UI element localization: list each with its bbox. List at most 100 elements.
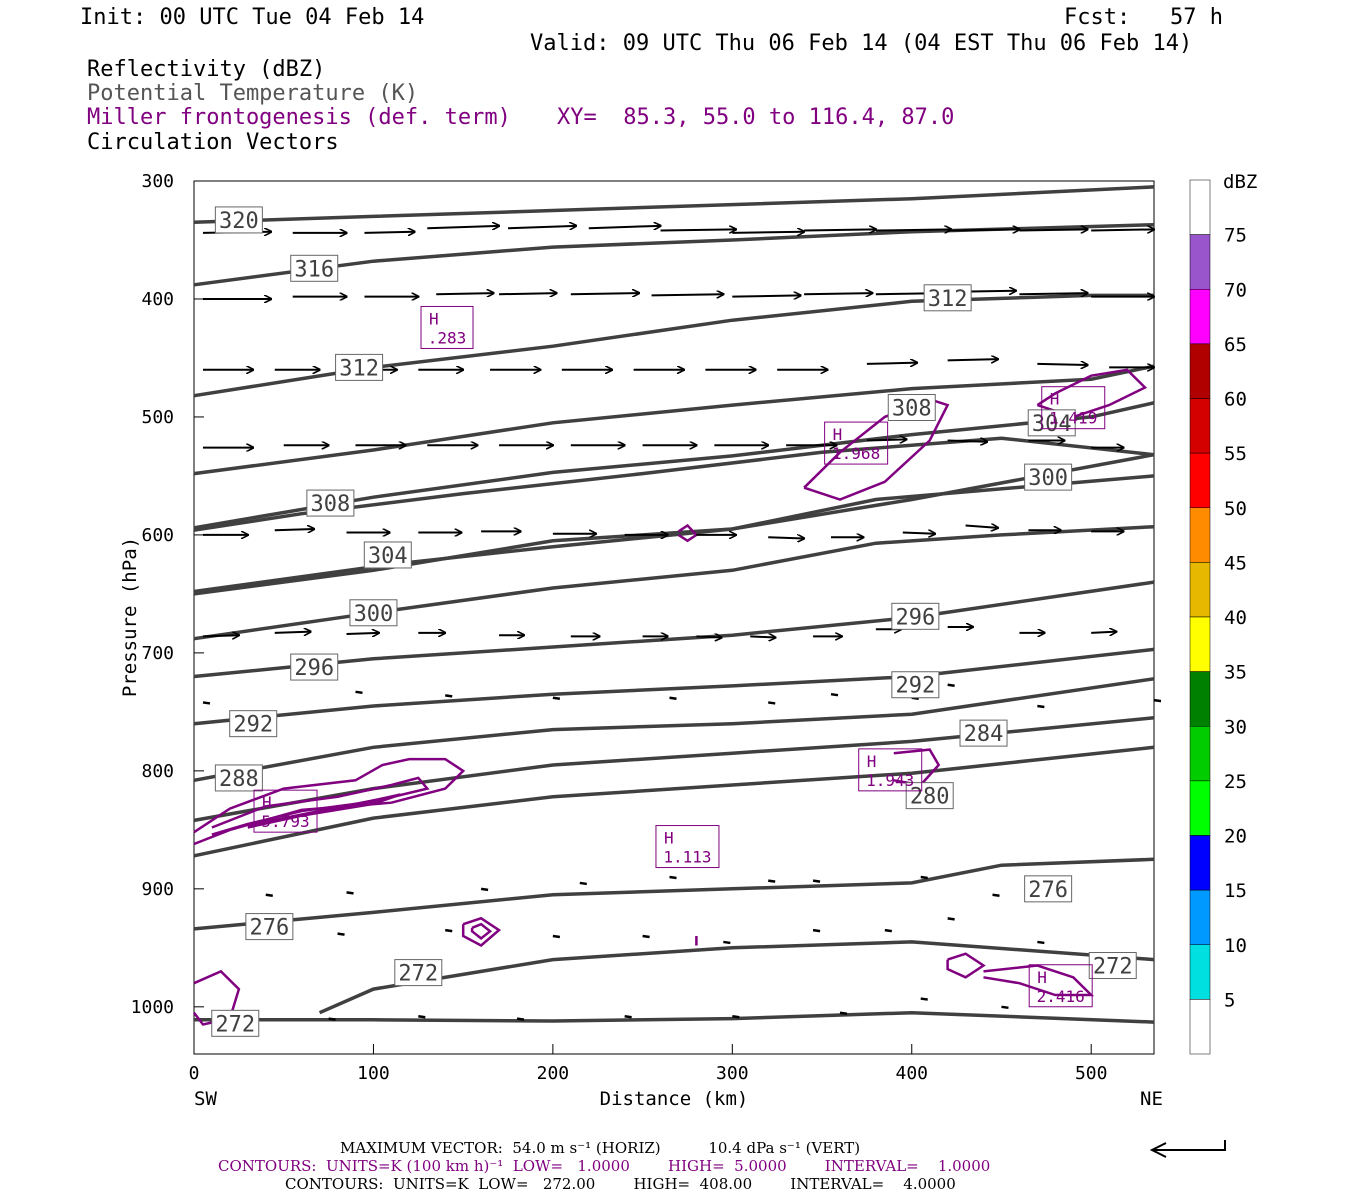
footer-front-contours: CONTOURS: UNITS=K (100 km h)⁻¹ LOW= 1.00… <box>218 1157 991 1175</box>
circulation-vector <box>651 294 724 295</box>
circulation-vector <box>364 232 414 233</box>
circulation-vector <box>660 229 736 230</box>
circulation-vector <box>355 690 363 695</box>
theta-contour-line <box>193 524 1155 641</box>
circulation-vector <box>965 525 998 527</box>
circulation-vector <box>516 1017 525 1021</box>
circulation-vector <box>1019 293 1087 294</box>
colorbar-swatch <box>1189 179 1211 235</box>
circulation-vector <box>696 636 721 637</box>
colorbar-level-label: 70 <box>1224 279 1247 301</box>
colorbar-level-label: 60 <box>1224 389 1247 411</box>
theta-contour-label: 312 <box>928 287 968 312</box>
theta-contour-label: 276 <box>1028 878 1068 903</box>
frontogenesis-contour-line <box>193 969 241 1026</box>
theta-contour-label: 300 <box>354 602 394 627</box>
frontogenesis-high-marker: H <box>833 425 843 444</box>
circulation-vector <box>875 229 951 230</box>
circulation-vector <box>947 229 1020 230</box>
circulation-vector <box>1037 364 1087 365</box>
circulation-vector <box>436 293 493 294</box>
theta-contour-label-box <box>349 599 398 627</box>
frontogenesis-high-marker: H <box>664 829 674 848</box>
plot-frame <box>193 180 1155 1055</box>
theta-contour-label: 320 <box>219 209 259 234</box>
reference-vector-head <box>1149 1142 1167 1158</box>
theta-contour-label: 276 <box>249 916 289 941</box>
circulation-vector <box>346 891 354 895</box>
theta-contour-label-box <box>290 653 339 681</box>
frontogenesis-high-marker: H <box>429 309 439 328</box>
theta-contour-label-box <box>959 719 1008 747</box>
colorbar-swatch <box>1189 452 1211 508</box>
circulation-vector <box>507 226 576 228</box>
forecast-hour: Fcst: 57 h <box>1064 5 1223 30</box>
theta-contour-label-box <box>1024 875 1073 903</box>
circulation-vector <box>669 875 677 880</box>
colorbar-level-label: 45 <box>1224 552 1247 574</box>
circulation-vector <box>579 881 587 886</box>
colorbar-level-label: 65 <box>1224 334 1247 356</box>
theta-contour-label-box <box>891 602 940 630</box>
footer-max-vector: MAXIMUM VECTOR: 54.0 m s⁻¹ (HORIZ) 10.4 … <box>340 1139 861 1157</box>
circulation-vector <box>947 441 987 442</box>
theta-contour-label-box <box>214 206 263 234</box>
frontogenesis-contour-line <box>803 397 950 501</box>
circulation-vector <box>642 934 650 939</box>
x-tick-label: 300 <box>716 1063 749 1084</box>
circulation-vector <box>570 293 639 294</box>
circulation-vector <box>947 917 955 921</box>
frontogenesis-contours <box>193 368 1148 1026</box>
frontogenesis-contour-line <box>461 916 502 948</box>
theta-contour-line <box>193 401 1155 530</box>
colorbar-swatch <box>1189 999 1211 1055</box>
circulation-vector <box>552 934 561 939</box>
frontogenesis-contour-line <box>1036 368 1148 419</box>
y-tick-label: 800 <box>141 761 174 782</box>
circulation-vector <box>1153 698 1162 703</box>
colorbar-swatch <box>1189 289 1211 345</box>
y-axis-title: Pressure (hPa) <box>119 537 141 697</box>
circulation-vector <box>1001 1005 1009 1010</box>
x-tick-label: 500 <box>1075 1063 1108 1084</box>
circulation-vector <box>920 997 928 1001</box>
frontogenesis-high-value: 1.943 <box>866 771 914 790</box>
colorbar-swatch <box>1189 944 1211 1000</box>
colorbar-level-label: 35 <box>1224 662 1247 684</box>
theta-contour-label-box <box>891 671 940 699</box>
circulation-vector <box>445 928 453 933</box>
theta-contour-label-box <box>211 1009 260 1037</box>
colorbar-swatch <box>1189 343 1211 399</box>
theta-contour-label: 280 <box>910 785 950 810</box>
circulation-vector <box>624 1015 632 1019</box>
circulation-vector <box>804 293 872 294</box>
theta-contour-label: 300 <box>1028 466 1068 491</box>
theta-contours <box>193 185 1155 1024</box>
y-tick-label: 300 <box>141 171 174 192</box>
legend-reflectivity: Reflectivity (dBZ) <box>87 57 326 82</box>
y-tick-label: 400 <box>141 289 174 310</box>
theta-contour-label-box <box>306 489 355 517</box>
circulation-vector <box>902 533 935 534</box>
circulation-vector <box>920 875 928 880</box>
circulation-vector <box>732 232 804 233</box>
colorbar-swatch <box>1189 835 1211 891</box>
circulation-vector <box>732 1015 740 1019</box>
theta-contour-label-box <box>1088 952 1137 980</box>
theta-contour-line <box>194 1010 1155 1024</box>
cross-section-endpoints: XY= 85.3, 55.0 to 116.4, 87.0 <box>557 105 955 130</box>
circulation-vectors <box>202 226 1162 1021</box>
circulation-vector <box>427 226 499 228</box>
theta-contour-label: 316 <box>294 257 334 282</box>
theta-contour-label-box <box>923 284 972 312</box>
frontogenesis-high-value: 1.419 <box>1049 409 1097 428</box>
colorbar-level-label: 75 <box>1224 225 1247 247</box>
x-tick-label: 200 <box>537 1063 570 1084</box>
frontogenesis-high-box <box>1041 386 1106 430</box>
theta-contour-line <box>193 364 1155 476</box>
y-tick-label: 1000 <box>131 997 174 1018</box>
contour-labels: 320 316 312 312 308 304 308 300 304 300 296 296 292 2… <box>211 206 1137 1037</box>
frontogenesis-contour-line <box>211 776 430 836</box>
legend-vectors: Circulation Vectors <box>87 130 339 155</box>
